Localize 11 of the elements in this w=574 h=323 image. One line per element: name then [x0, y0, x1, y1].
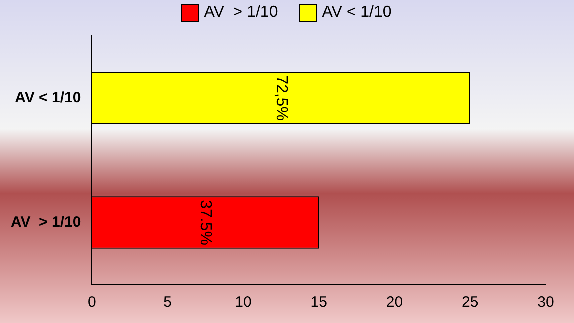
annotation: 72,5% [272, 76, 290, 121]
x-tick-label: 25 [462, 294, 479, 312]
x-tick-label: 20 [386, 294, 404, 312]
x-tick-label: 10 [235, 294, 252, 312]
legend-label: AV > 1/10 [204, 4, 278, 22]
x-tick-label: 5 [164, 294, 172, 312]
x-tick-label: 15 [310, 294, 328, 312]
x-tick-label: 30 [538, 294, 554, 312]
annotation: 37.5% [197, 200, 214, 246]
legend-label: AV < 1/10 [322, 4, 392, 22]
x-tick-label: 0 [88, 294, 96, 312]
